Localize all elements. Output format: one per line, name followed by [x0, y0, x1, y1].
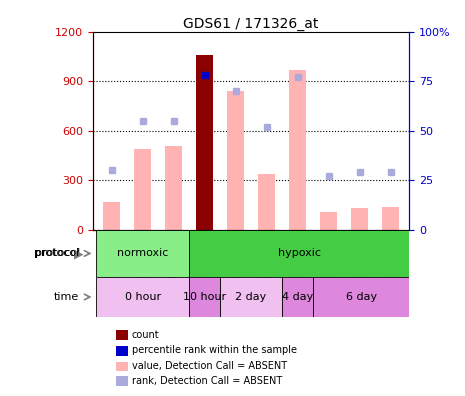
Bar — [189, 277, 220, 317]
Bar — [351, 208, 368, 230]
Bar — [103, 202, 120, 230]
Bar — [258, 173, 275, 230]
Bar — [382, 207, 399, 230]
Bar — [313, 277, 409, 317]
Text: 0 hour: 0 hour — [125, 292, 161, 302]
Bar — [96, 277, 189, 317]
Title: GDS61 / 171326_at: GDS61 / 171326_at — [183, 17, 319, 30]
Text: 2 day: 2 day — [235, 292, 267, 302]
Text: normoxic: normoxic — [117, 248, 168, 259]
Text: ▶: ▶ — [74, 247, 84, 260]
Text: 10 hour: 10 hour — [183, 292, 226, 302]
Text: protocol: protocol — [35, 248, 84, 259]
Bar — [96, 230, 189, 277]
Text: count: count — [132, 329, 159, 340]
Text: value, Detection Call = ABSENT: value, Detection Call = ABSENT — [132, 361, 287, 371]
Text: time: time — [54, 292, 79, 302]
Bar — [134, 149, 151, 230]
Bar — [320, 211, 337, 230]
Bar — [220, 277, 282, 317]
Bar — [227, 91, 244, 230]
Bar — [289, 70, 306, 230]
Bar — [165, 145, 182, 230]
Bar — [196, 55, 213, 230]
Text: rank, Detection Call = ABSENT: rank, Detection Call = ABSENT — [132, 376, 282, 386]
Text: 4 day: 4 day — [282, 292, 313, 302]
Text: 6 day: 6 day — [345, 292, 377, 302]
Text: percentile rank within the sample: percentile rank within the sample — [132, 345, 297, 356]
Text: hypoxic: hypoxic — [278, 248, 321, 259]
Bar — [189, 230, 409, 277]
Text: protocol: protocol — [34, 248, 79, 259]
Bar — [282, 277, 313, 317]
